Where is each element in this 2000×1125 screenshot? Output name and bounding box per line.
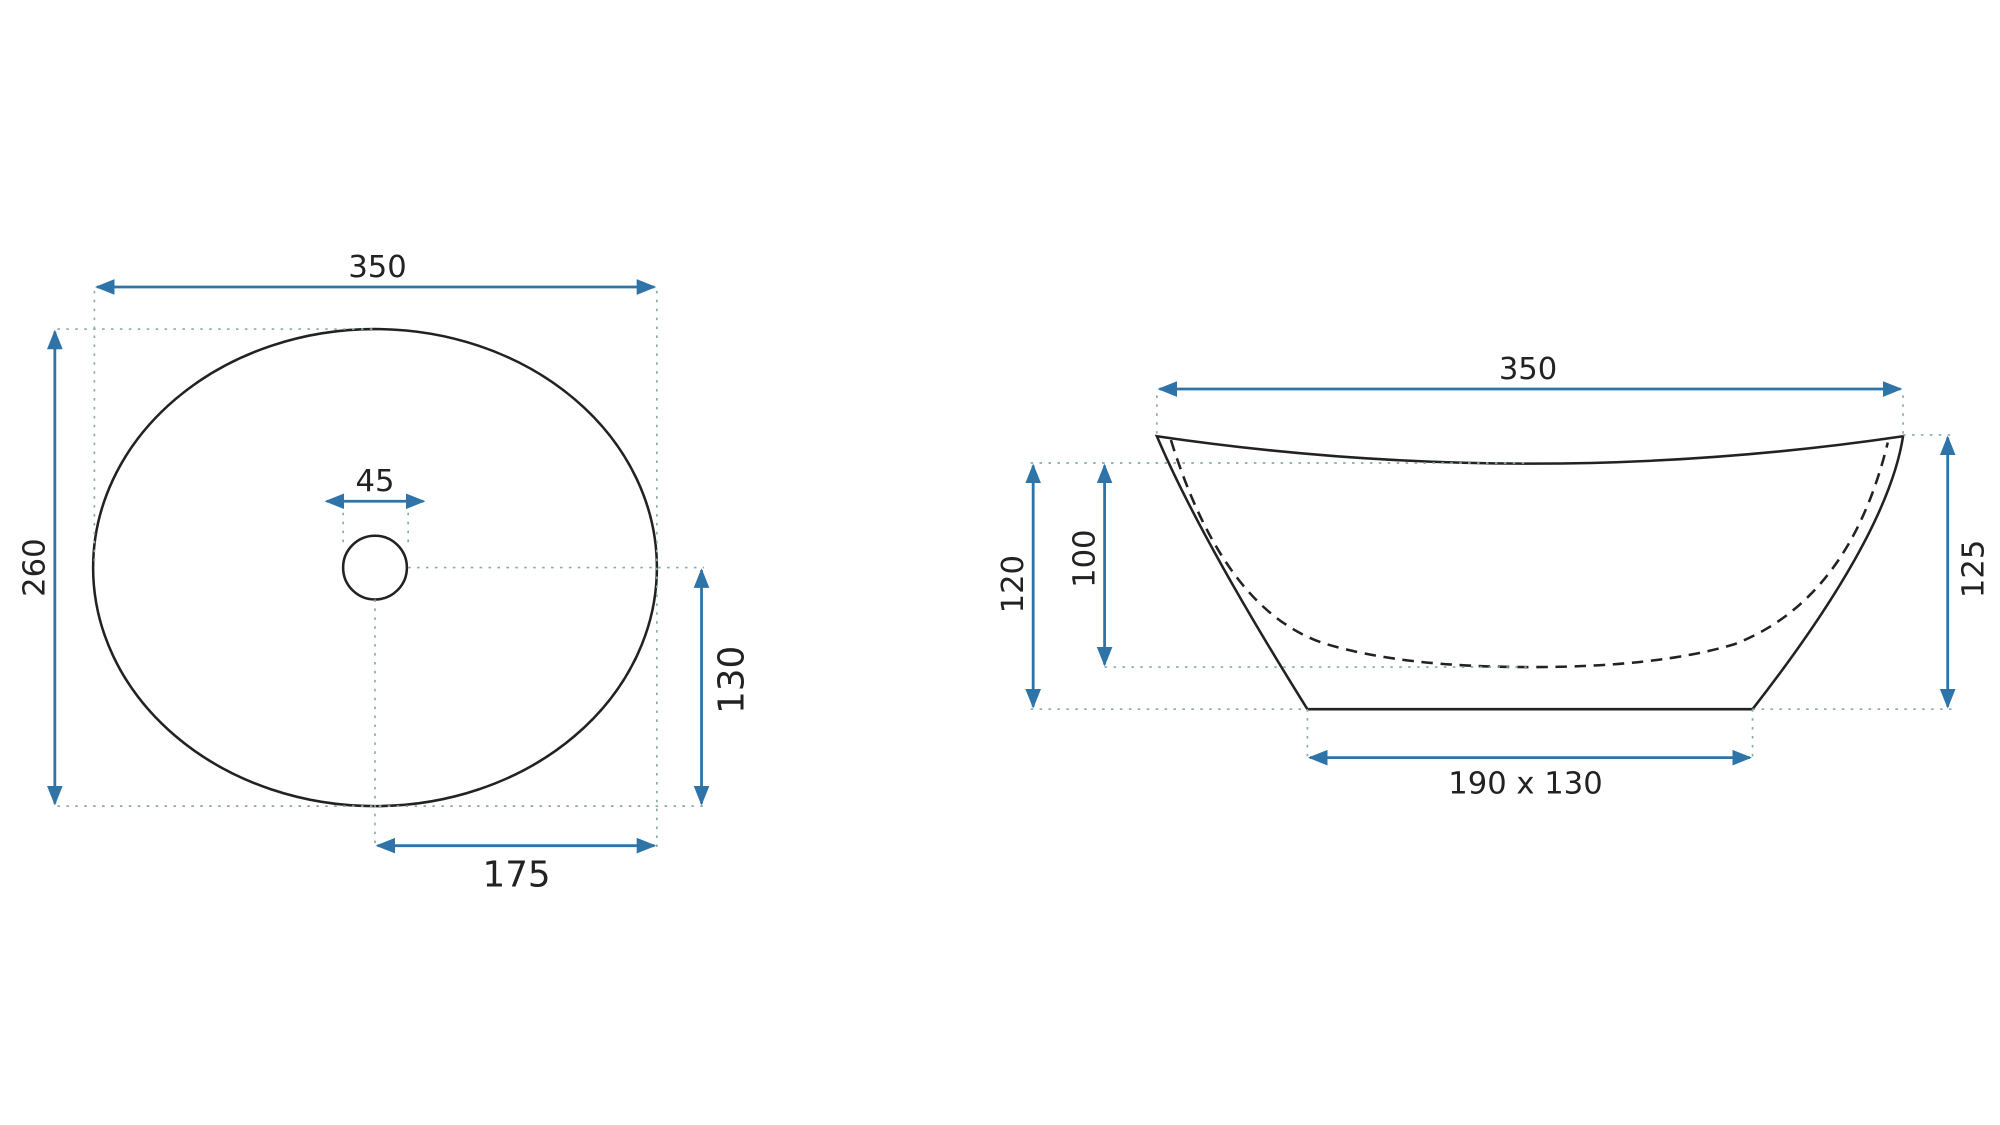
rim-height-label: 125 <box>1956 540 1991 598</box>
inner-bowl-line <box>1169 439 1889 669</box>
drain-hole <box>341 534 409 601</box>
half-depth-label: 130 <box>712 646 753 714</box>
top-view: 350 260 45 130 175 <box>18 250 753 896</box>
side-view: 350 120 100 125 190 x 130 <box>996 352 1991 802</box>
outer-height-label: 120 <box>996 555 1031 613</box>
width-label: 350 <box>348 250 406 285</box>
basin-outline-side <box>1154 434 1905 711</box>
inner-height-label: 100 <box>1067 529 1102 587</box>
side-width-label: 350 <box>1499 352 1557 387</box>
base-label: 190 x 130 <box>1448 766 1602 801</box>
half-width-label: 175 <box>483 854 551 895</box>
depth-label: 260 <box>18 538 53 596</box>
drain-label: 45 <box>356 464 395 499</box>
